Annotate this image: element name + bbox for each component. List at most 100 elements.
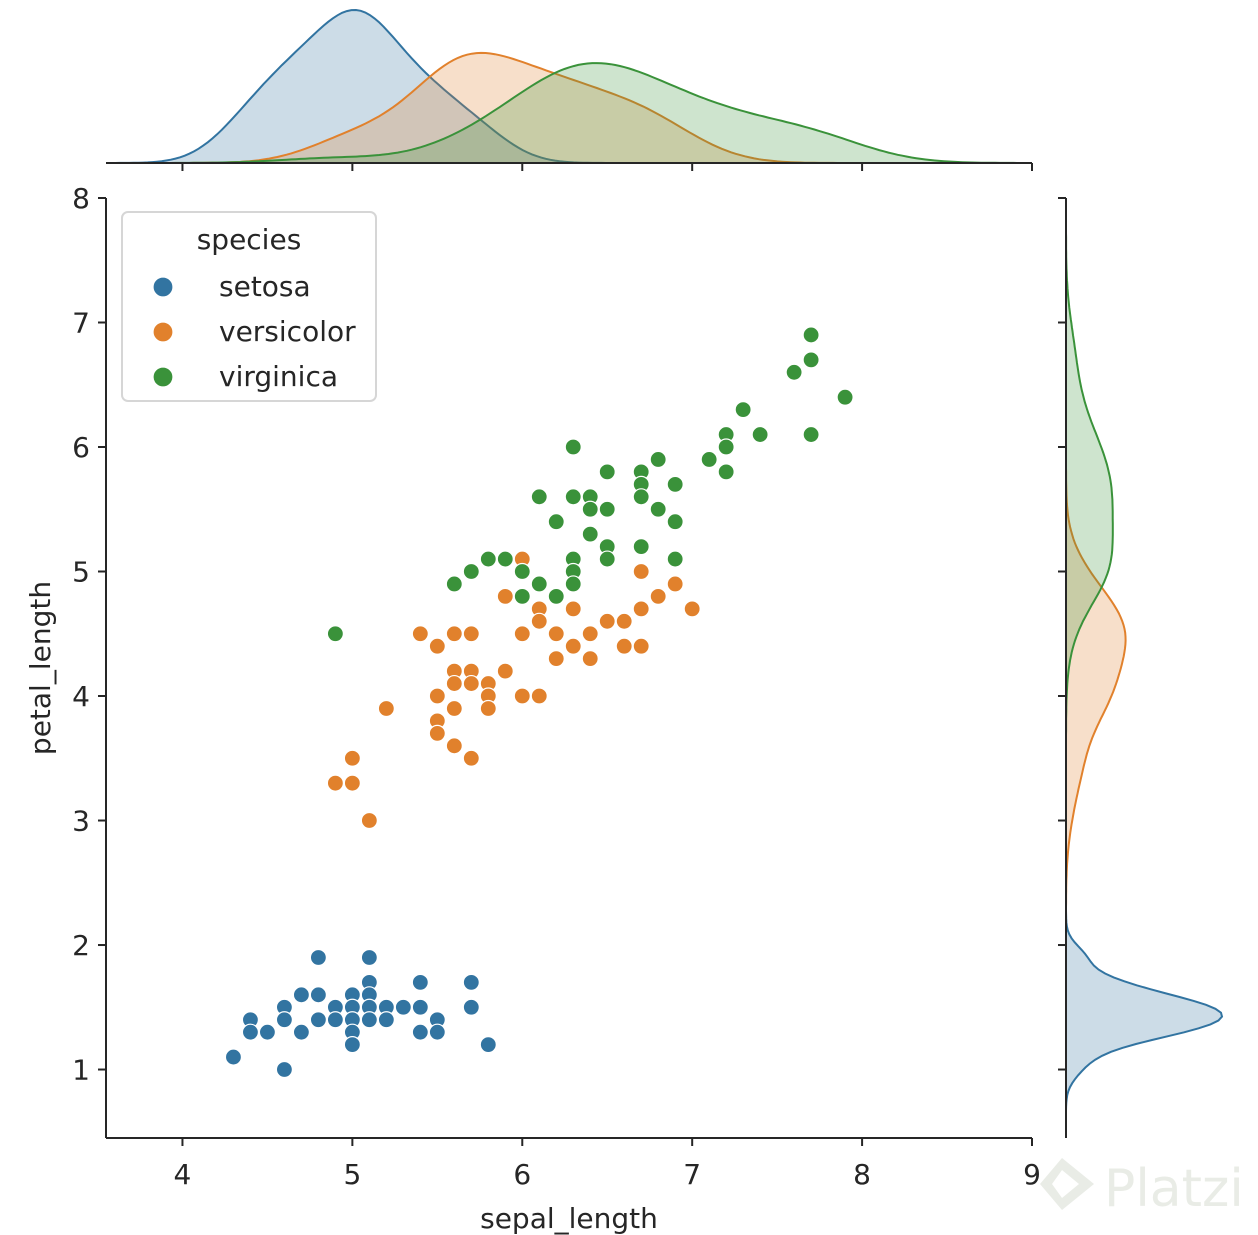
point-setosa: [224, 1048, 243, 1066]
y-tick-label: 8: [72, 182, 90, 215]
point-virginica: [802, 425, 820, 444]
x-tick-label: 4: [174, 1158, 192, 1191]
point-setosa: [428, 1023, 446, 1041]
point-versicolor: [377, 699, 395, 718]
point-versicolor: [513, 625, 531, 643]
legend-marker-virginica: [152, 366, 174, 388]
point-virginica: [581, 525, 599, 543]
point-virginica: [598, 550, 616, 568]
x-ticks: 4 5 6 7 8 9: [174, 1138, 1041, 1191]
point-versicolor: [479, 699, 497, 718]
x-tick-label: 5: [343, 1158, 361, 1191]
legend-label-virginica: virginica: [219, 360, 338, 393]
legend-frame: [121, 211, 377, 402]
legend-marker-setosa: [152, 276, 174, 298]
point-versicolor: [564, 637, 582, 655]
top-marginal-kde: [106, 8, 1033, 171]
watermark-text: Platzi: [1104, 1159, 1244, 1219]
point-versicolor: [360, 811, 378, 830]
x-tick-label: 7: [683, 1158, 701, 1191]
point-versicolor: [445, 699, 463, 718]
point-virginica: [649, 500, 667, 518]
point-versicolor: [343, 774, 361, 792]
point-versicolor: [462, 625, 480, 643]
point-virginica: [717, 438, 735, 456]
point-versicolor: [683, 600, 701, 618]
x-tick-label: 6: [513, 1158, 531, 1191]
y-tick-label: 3: [72, 805, 90, 838]
right-marginal-kde: [1058, 197, 1224, 1138]
point-versicolor: [428, 724, 446, 742]
point-virginica: [598, 463, 616, 481]
point-virginica: [632, 538, 650, 556]
point-versicolor: [445, 674, 463, 693]
point-setosa: [394, 998, 412, 1016]
point-versicolor: [530, 612, 548, 630]
point-versicolor: [615, 612, 633, 630]
point-versicolor: [428, 637, 446, 655]
legend-title: species: [197, 223, 302, 256]
point-setosa: [326, 1011, 344, 1029]
point-versicolor: [581, 650, 599, 668]
point-versicolor: [632, 637, 650, 655]
point-virginica: [547, 587, 565, 606]
point-virginica: [326, 625, 344, 643]
point-virginica: [632, 488, 650, 506]
point-setosa: [292, 1023, 310, 1041]
y-tick-label: 7: [72, 307, 90, 340]
point-virginica: [802, 326, 820, 344]
point-virginica: [513, 562, 531, 581]
x-axis-title: sepal_length: [480, 1202, 658, 1235]
top-kde-virginica: [106, 62, 1032, 164]
point-setosa: [360, 948, 378, 967]
point-virginica: [666, 475, 684, 493]
point-virginica: [598, 500, 616, 518]
point-virginica: [479, 550, 497, 568]
point-versicolor: [513, 687, 531, 705]
point-virginica: [717, 463, 735, 481]
point-setosa: [411, 973, 429, 991]
point-virginica: [564, 575, 582, 593]
point-virginica: [564, 438, 582, 456]
point-setosa: [479, 1036, 497, 1054]
point-virginica: [530, 488, 548, 506]
point-versicolor: [445, 625, 463, 643]
y-tick-label: 5: [72, 556, 90, 589]
y-tick-label: 4: [72, 680, 90, 713]
point-setosa: [411, 1023, 429, 1041]
point-virginica: [564, 488, 582, 506]
y-axis-title: petal_length: [24, 581, 57, 755]
point-setosa: [360, 1011, 378, 1029]
point-virginica: [547, 513, 565, 531]
platzi-logo-icon: [1040, 1158, 1094, 1210]
point-virginica: [445, 575, 463, 593]
point-versicolor: [547, 625, 565, 643]
point-versicolor: [462, 749, 480, 767]
point-setosa: [309, 986, 327, 1004]
point-setosa: [275, 1060, 294, 1079]
point-setosa: [241, 1023, 260, 1041]
point-versicolor: [411, 625, 429, 643]
point-setosa: [258, 1023, 277, 1041]
watermark: Platzi: [1040, 1158, 1244, 1219]
point-versicolor: [666, 575, 684, 593]
point-virginica: [649, 450, 667, 469]
y-tick-label: 2: [72, 929, 90, 962]
point-virginica: [513, 587, 531, 606]
y-tick-label: 6: [72, 431, 90, 464]
point-versicolor: [343, 749, 361, 767]
point-versicolor: [632, 562, 650, 581]
point-versicolor: [496, 662, 514, 680]
point-versicolor: [445, 737, 463, 755]
point-versicolor: [615, 637, 633, 655]
point-setosa: [462, 998, 480, 1016]
scatter-points: [224, 326, 854, 1079]
main-axes: 4 5 6 7 8 9 1 2 3 4 5 6 7 8: [72, 182, 1041, 1191]
point-versicolor: [462, 674, 480, 693]
point-versicolor: [547, 650, 565, 668]
x-tick-label: 8: [853, 1158, 871, 1191]
point-versicolor: [428, 687, 446, 705]
point-versicolor: [564, 600, 582, 618]
point-setosa: [275, 1011, 294, 1029]
point-virginica: [751, 425, 769, 444]
